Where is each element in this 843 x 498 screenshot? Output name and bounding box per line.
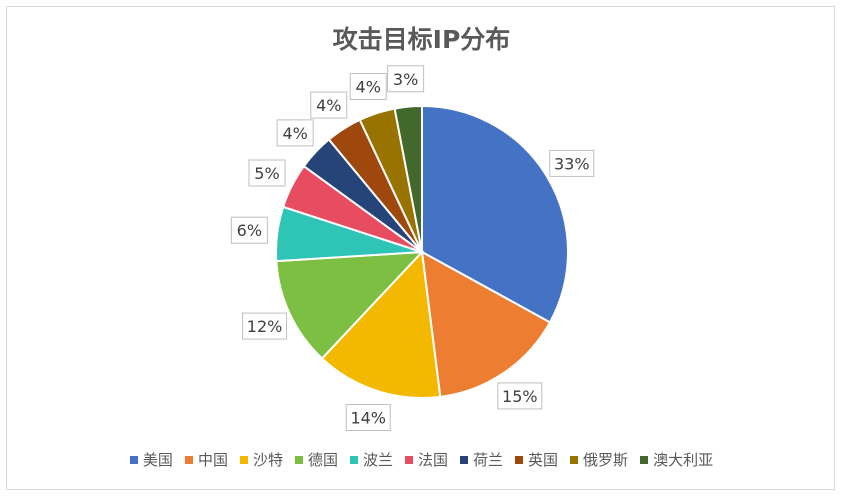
pie-slice-3 bbox=[320, 249, 442, 399]
data-label: 3% bbox=[387, 65, 425, 93]
pie-slice-1 bbox=[421, 104, 569, 324]
legend-item: 中国 bbox=[184, 449, 228, 470]
legend-item: 波兰 bbox=[349, 449, 393, 470]
legend-swatch bbox=[129, 455, 138, 464]
data-label-text: 4% bbox=[316, 96, 341, 115]
data-label-text: 3% bbox=[393, 70, 418, 89]
data-label: 15% bbox=[497, 382, 543, 410]
legend-item: 俄罗斯 bbox=[570, 449, 628, 470]
data-label-box bbox=[349, 73, 387, 101]
legend-label: 英国 bbox=[528, 451, 559, 469]
data-label-box bbox=[345, 403, 391, 431]
legend-label: 澳大利亚 bbox=[653, 451, 714, 469]
data-label-text: 5% bbox=[254, 164, 279, 183]
data-label-text: 14% bbox=[350, 408, 386, 427]
legend-label: 荷兰 bbox=[473, 451, 504, 469]
pie-slice-10 bbox=[393, 104, 423, 253]
data-label: 4% bbox=[276, 119, 314, 147]
legend-swatch bbox=[570, 455, 579, 464]
data-label-box bbox=[387, 65, 425, 93]
data-label-box bbox=[230, 216, 268, 244]
legend-swatch bbox=[640, 455, 649, 464]
data-label: 4% bbox=[349, 73, 387, 101]
data-label: 12% bbox=[242, 312, 288, 340]
legend-item: 德国 bbox=[294, 449, 338, 470]
legend-label: 俄罗斯 bbox=[583, 451, 629, 469]
legend-item: 荷兰 bbox=[460, 449, 503, 470]
data-label-box bbox=[549, 149, 595, 177]
legend-item: 澳大利亚 bbox=[640, 449, 713, 470]
legend-swatch bbox=[460, 455, 469, 464]
legend-swatch bbox=[349, 455, 358, 464]
legend-item: 美国 bbox=[129, 449, 173, 470]
pie-slice-2 bbox=[420, 250, 552, 398]
data-label: 6% bbox=[230, 216, 268, 244]
data-label-text: 12% bbox=[247, 317, 283, 336]
data-label-box bbox=[310, 91, 348, 119]
legend-swatch bbox=[184, 455, 193, 464]
legend-label: 法国 bbox=[418, 451, 449, 469]
data-label: 5% bbox=[248, 159, 286, 187]
data-label-text: 4% bbox=[282, 124, 307, 143]
legend-swatch bbox=[515, 455, 524, 464]
data-label-text: 15% bbox=[502, 387, 538, 406]
data-label-text: 4% bbox=[356, 78, 381, 97]
legend-item: 英国 bbox=[515, 449, 558, 470]
chart-title: 攻击目标IP分布 bbox=[332, 25, 511, 54]
data-label-text: 6% bbox=[237, 221, 262, 240]
data-label-box bbox=[276, 119, 314, 147]
legend-item: 法国 bbox=[405, 449, 448, 470]
legend-label: 德国 bbox=[307, 451, 338, 469]
legend-item: 沙特 bbox=[239, 449, 283, 470]
legend-swatch bbox=[294, 455, 303, 464]
data-label: 14% bbox=[345, 403, 391, 431]
data-label-box bbox=[242, 312, 288, 340]
legend-label: 波兰 bbox=[362, 451, 393, 469]
legend-label: 中国 bbox=[197, 451, 228, 469]
data-label: 4% bbox=[310, 91, 348, 119]
legend-label: 沙特 bbox=[252, 451, 283, 469]
data-label-box bbox=[248, 159, 286, 187]
legend-label: 美国 bbox=[142, 451, 173, 469]
legend-swatch bbox=[239, 455, 248, 464]
pie-slice-4 bbox=[275, 250, 425, 360]
legend-swatch bbox=[405, 455, 413, 464]
data-label-box bbox=[497, 382, 543, 410]
legend: 美国 中国 沙特 德国 波兰 法国 荷兰 英国 俄罗斯 澳大利亚 bbox=[0, 449, 843, 470]
data-label-text: 33% bbox=[554, 154, 590, 173]
data-label: 33% bbox=[549, 149, 595, 177]
